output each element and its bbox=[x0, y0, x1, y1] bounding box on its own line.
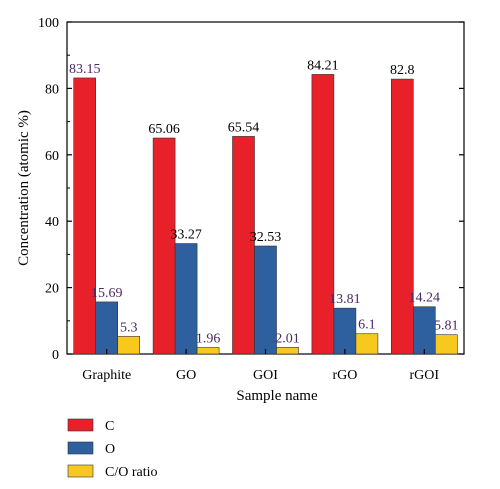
data-label: 14.24 bbox=[409, 291, 441, 306]
axes-group: 0 20 40 60 80 100 Graphite GO GOI rGO rGOI bbox=[38, 16, 464, 383]
bar-o-goi bbox=[254, 245, 277, 355]
data-labels-group: 83.15 15.69 5.3 65.06 33.27 1.96 65.54 32.53 2.0… bbox=[69, 58, 459, 346]
data-label: 1.96 bbox=[196, 331, 221, 346]
legend-label: C/O ratio bbox=[105, 465, 158, 480]
bar-c-rgoi bbox=[390, 78, 414, 355]
bar-o-go bbox=[174, 243, 198, 355]
y-tick-label: 60 bbox=[45, 149, 59, 164]
data-label: 82.8 bbox=[390, 63, 415, 78]
data-label: 15.69 bbox=[91, 286, 123, 301]
bar-o-rgo bbox=[333, 307, 357, 355]
bar-c-graphite bbox=[73, 77, 96, 355]
data-label: 84.21 bbox=[307, 58, 339, 73]
y-tick-label: 80 bbox=[45, 82, 59, 97]
x-tick-label: Graphite bbox=[82, 368, 131, 383]
data-label: 6.1 bbox=[358, 318, 376, 333]
legend-label: C bbox=[105, 419, 114, 434]
data-label: 33.27 bbox=[170, 228, 202, 243]
legend: CO C/O ratio bbox=[67, 418, 158, 480]
bar-c-o-ratio-rgo bbox=[355, 333, 379, 355]
bar-c-o-ratio-graphite bbox=[117, 336, 140, 355]
bar-c-o-ratio-rgoi bbox=[434, 334, 458, 355]
bar-c-o-ratio-goi bbox=[276, 347, 299, 355]
x-tick-label: GO bbox=[176, 368, 196, 383]
legend-swatch bbox=[67, 441, 94, 455]
y-axis-title: Concentration (atomic %) bbox=[16, 110, 32, 266]
data-label: 13.81 bbox=[329, 292, 361, 307]
bar-c-go bbox=[152, 137, 176, 355]
bar-c-rgo bbox=[311, 74, 335, 355]
x-tick-label: GOI bbox=[253, 368, 278, 383]
legend-swatch bbox=[67, 464, 94, 478]
data-label: 5.3 bbox=[120, 320, 138, 335]
bar-o-rgoi bbox=[412, 306, 436, 355]
bars-group bbox=[73, 74, 458, 355]
y-tick-label: 100 bbox=[38, 16, 59, 31]
y-tick-label: 20 bbox=[45, 282, 59, 297]
data-label: 65.06 bbox=[148, 122, 180, 137]
bar-o-graphite bbox=[95, 301, 118, 355]
legend-swatch bbox=[67, 418, 94, 432]
data-label: 2.01 bbox=[275, 331, 300, 346]
x-tick-label: rGO bbox=[332, 368, 357, 383]
x-axis-title: Sample name bbox=[236, 388, 318, 404]
data-label: 65.54 bbox=[228, 120, 260, 135]
y-tick-label: 0 bbox=[52, 348, 59, 363]
data-label: 32.53 bbox=[250, 230, 282, 245]
data-label: 5.81 bbox=[434, 319, 459, 334]
x-tick-label: rGOI bbox=[410, 368, 440, 383]
bar-c-goi bbox=[232, 136, 255, 355]
data-label: 83.15 bbox=[69, 62, 101, 77]
legend-label: O bbox=[105, 442, 115, 457]
bar-c-o-ratio-go bbox=[196, 347, 220, 355]
y-tick-label: 40 bbox=[45, 215, 59, 230]
